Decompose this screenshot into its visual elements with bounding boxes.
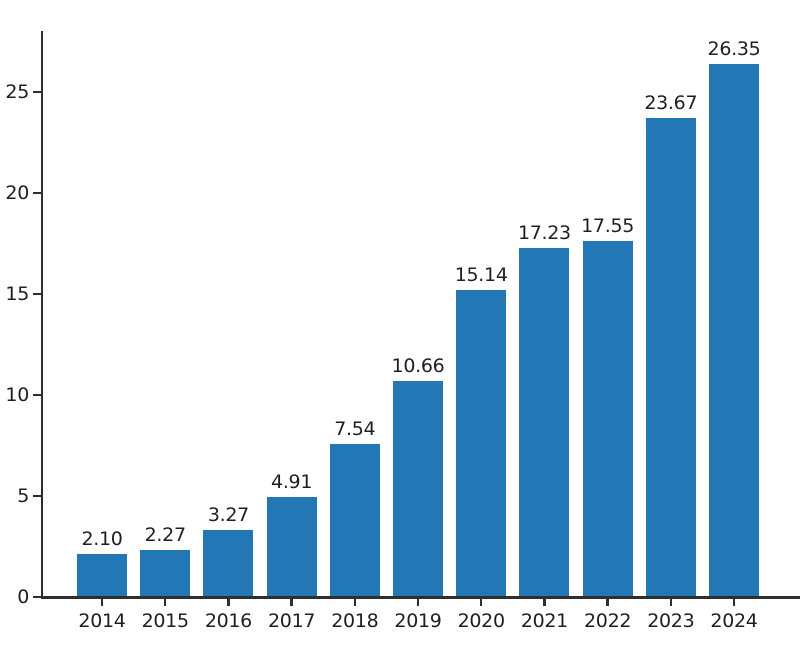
x-tick-label: 2018 <box>331 610 379 632</box>
bar-2017 <box>266 496 317 596</box>
x-tick-label: 2023 <box>647 610 695 632</box>
bar-2019 <box>393 380 443 596</box>
bar-2018 <box>329 443 380 596</box>
x-tick-label: 2017 <box>268 610 316 632</box>
x-tick-mark <box>479 598 483 606</box>
x-tick-mark <box>100 598 104 606</box>
y-axis-spine <box>40 31 43 599</box>
x-tick-label: 2015 <box>141 610 189 632</box>
y-tick-label: 15 <box>5 283 29 305</box>
y-tick-label: 20 <box>5 182 29 204</box>
x-tick-label: 2022 <box>584 610 632 632</box>
bar-value-label: 4.91 <box>271 470 313 493</box>
x-tick-label: 2019 <box>394 610 442 632</box>
y-tick-label: 5 <box>17 485 29 507</box>
bar-value-label: 15.14 <box>454 264 508 287</box>
bar-2022 <box>582 241 633 596</box>
y-tick-mark <box>33 494 41 498</box>
x-axis-line <box>40 596 800 599</box>
x-tick-mark <box>732 598 736 606</box>
bar-value-label: 17.23 <box>517 221 571 244</box>
y-tick-label: 10 <box>5 384 29 406</box>
bar-value-label: 10.66 <box>391 354 445 377</box>
x-tick-label: 2024 <box>710 610 758 632</box>
bar-value-label: 26.35 <box>707 37 761 60</box>
bar-2020 <box>456 290 507 596</box>
x-tick-mark <box>669 598 673 606</box>
x-tick-label: 2020 <box>457 610 505 632</box>
y-tick-mark <box>33 595 41 599</box>
x-tick-label: 2014 <box>78 610 126 632</box>
x-tick-mark <box>543 598 546 606</box>
x-tick-mark <box>606 598 609 606</box>
bar-2021 <box>519 247 570 596</box>
bar-value-label: 2.10 <box>81 527 123 550</box>
x-tick-mark <box>163 598 167 606</box>
bar-value-label: 7.54 <box>334 417 376 440</box>
x-tick-mark <box>353 598 357 606</box>
bar-value-label: 17.55 <box>581 215 635 238</box>
bar-2015 <box>140 550 191 596</box>
x-tick-mark <box>290 598 293 606</box>
y-tick-mark <box>33 292 41 296</box>
bar-2023 <box>645 117 696 596</box>
bar-2016 <box>203 529 254 596</box>
x-tick-mark <box>227 598 230 606</box>
y-tick-mark <box>33 90 41 94</box>
x-tick-mark <box>416 598 420 606</box>
x-tick-label: 2016 <box>204 610 252 632</box>
y-tick-mark <box>33 191 41 195</box>
y-tick-label: 0 <box>17 586 29 608</box>
y-tick-label: 25 <box>5 81 29 103</box>
bar-value-label: 2.27 <box>144 524 186 547</box>
bar-2024 <box>709 63 759 596</box>
bar-2014 <box>77 553 127 596</box>
y-tick-mark <box>33 393 41 397</box>
x-tick-label: 2021 <box>520 610 568 632</box>
bar-value-label: 23.67 <box>644 91 698 114</box>
bar-value-label: 3.27 <box>207 503 249 526</box>
